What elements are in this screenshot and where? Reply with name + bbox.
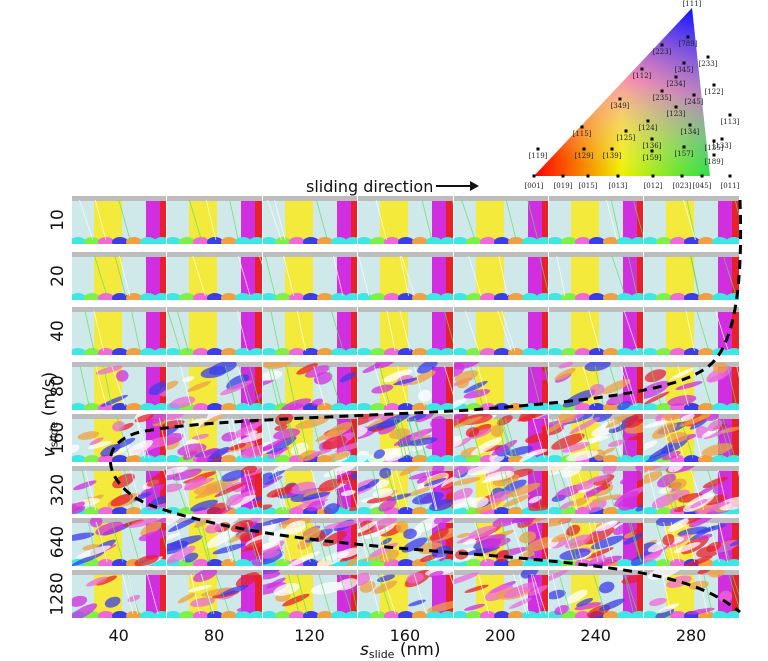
x-tick-label: 120: [280, 626, 340, 645]
x-tick-label: 240: [566, 626, 626, 645]
x-tick-label: 40: [89, 626, 149, 645]
x-tick-label: 280: [661, 626, 721, 645]
row-label: 20: [48, 252, 68, 300]
row-label: 320: [48, 466, 68, 514]
row-label: 40: [48, 307, 68, 355]
x-tick-label: 80: [184, 626, 244, 645]
row-label-text: 160: [48, 422, 68, 454]
row-label-text: 40: [48, 320, 68, 342]
row-label: 640: [48, 518, 68, 566]
row-label-text: 20: [48, 265, 68, 287]
row-label-text: 640: [48, 526, 68, 558]
row-label: 80: [48, 362, 68, 410]
row-label: 160: [48, 414, 68, 462]
x-tick-label: 200: [470, 626, 530, 645]
x-tick-label: 160: [375, 626, 435, 645]
row-label: 10: [48, 196, 68, 244]
row-label-text: 1280: [48, 572, 68, 615]
row-label-text: 10: [48, 209, 68, 231]
row-label-text: 80: [48, 375, 68, 397]
row-label: 1280: [48, 570, 68, 618]
row-label-text: 320: [48, 474, 68, 506]
